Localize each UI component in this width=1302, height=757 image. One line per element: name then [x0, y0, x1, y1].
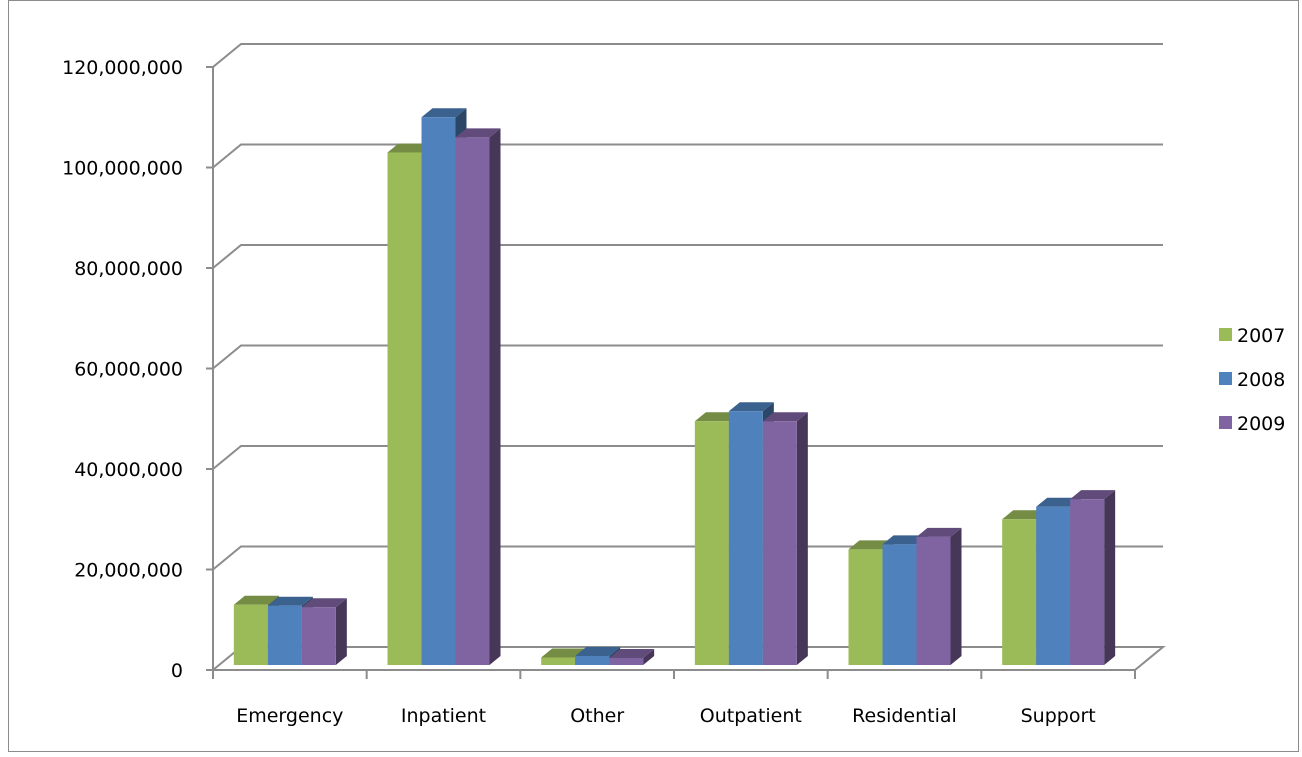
bar-front [762, 421, 797, 665]
legend-swatch [1219, 416, 1232, 429]
bar-front [916, 536, 951, 665]
legend-swatch [1219, 328, 1232, 341]
bar-front [267, 605, 302, 665]
bar-top [421, 108, 467, 118]
bar-front [387, 152, 422, 665]
bar-front [1070, 499, 1105, 665]
bar-top [882, 535, 928, 545]
bar-top [916, 527, 962, 537]
x-tick-label: Emergency [236, 705, 343, 727]
bar-2009-inpatient [455, 128, 501, 665]
y-tick-label: 80,000,000 [74, 258, 183, 280]
bar-top [1036, 497, 1082, 507]
bar-top [387, 143, 433, 153]
legend-label: 2009 [1237, 413, 1285, 435]
gridline [212, 244, 1163, 269]
bar-front [233, 604, 268, 665]
y-tick-label: 100,000,000 [62, 158, 183, 180]
bar-top [301, 598, 347, 608]
x-tick-label: Support [1021, 705, 1096, 727]
bar-side [796, 412, 808, 665]
bar-2009-outpatient [762, 412, 808, 665]
bar-top [848, 540, 894, 550]
x-tick-label: Inpatient [401, 705, 486, 727]
x-axis [212, 669, 1136, 679]
gridline [212, 43, 1163, 68]
gridlines [206, 43, 1163, 671]
legend-swatch [1219, 372, 1232, 385]
bar-top [267, 596, 313, 606]
bar-side [335, 598, 347, 665]
bar-front [694, 421, 729, 665]
bar-top [575, 646, 621, 656]
bar-front [848, 549, 883, 665]
bar-front [421, 117, 456, 665]
bar-front [882, 544, 917, 665]
bar-front [575, 655, 610, 665]
bar-top [541, 648, 587, 658]
x-tick-label: Residential [852, 705, 957, 727]
legend: 2007 2008 2009 [1219, 325, 1285, 435]
bar-front [609, 657, 644, 665]
bar-top [609, 648, 655, 658]
bar-2009-other [609, 648, 655, 665]
bar-top [728, 402, 774, 412]
y-tick-label: 40,000,000 [74, 459, 183, 481]
y-tick-label: 20,000,000 [74, 560, 183, 582]
bar-front [1036, 506, 1071, 665]
bar-top [455, 128, 501, 138]
bars [233, 108, 1116, 665]
bar-top [1002, 510, 1048, 520]
x-tick-label: Outpatient [700, 705, 802, 727]
bar-side [1104, 490, 1116, 665]
y-tick-label: 120,000,000 [62, 57, 183, 79]
gridline [212, 344, 1163, 370]
bar-top [1070, 490, 1116, 500]
x-axis-tick-labels: Emergency Inpatient Other Outpatient Residen… [236, 705, 1095, 727]
bar-side [950, 527, 962, 665]
x-tick-label: Other [570, 705, 624, 727]
gridline [212, 143, 1163, 169]
bar-top [233, 595, 279, 605]
bar-top [694, 412, 740, 422]
bar-front [1002, 519, 1037, 665]
bar-2009-emergency [301, 598, 347, 665]
legend-label: 2007 [1237, 325, 1285, 347]
bar-top [762, 412, 808, 422]
bar-front [455, 137, 490, 665]
gridline [212, 445, 1163, 470]
bar-2009-support [1070, 490, 1116, 665]
bar-2009-residential [916, 527, 962, 665]
bar-front [301, 607, 336, 665]
y-tick-label: 0 [171, 660, 183, 682]
bar-front [728, 411, 763, 665]
y-axis-tick-labels: 0 20,000,000 40,000,000 60,000,000 80,000,00… [62, 57, 183, 682]
bar-front [541, 657, 576, 665]
y-tick-label: 60,000,000 [74, 359, 183, 381]
legend-label: 2008 [1237, 369, 1285, 391]
bar-side [643, 648, 655, 665]
bar-side [489, 128, 501, 665]
